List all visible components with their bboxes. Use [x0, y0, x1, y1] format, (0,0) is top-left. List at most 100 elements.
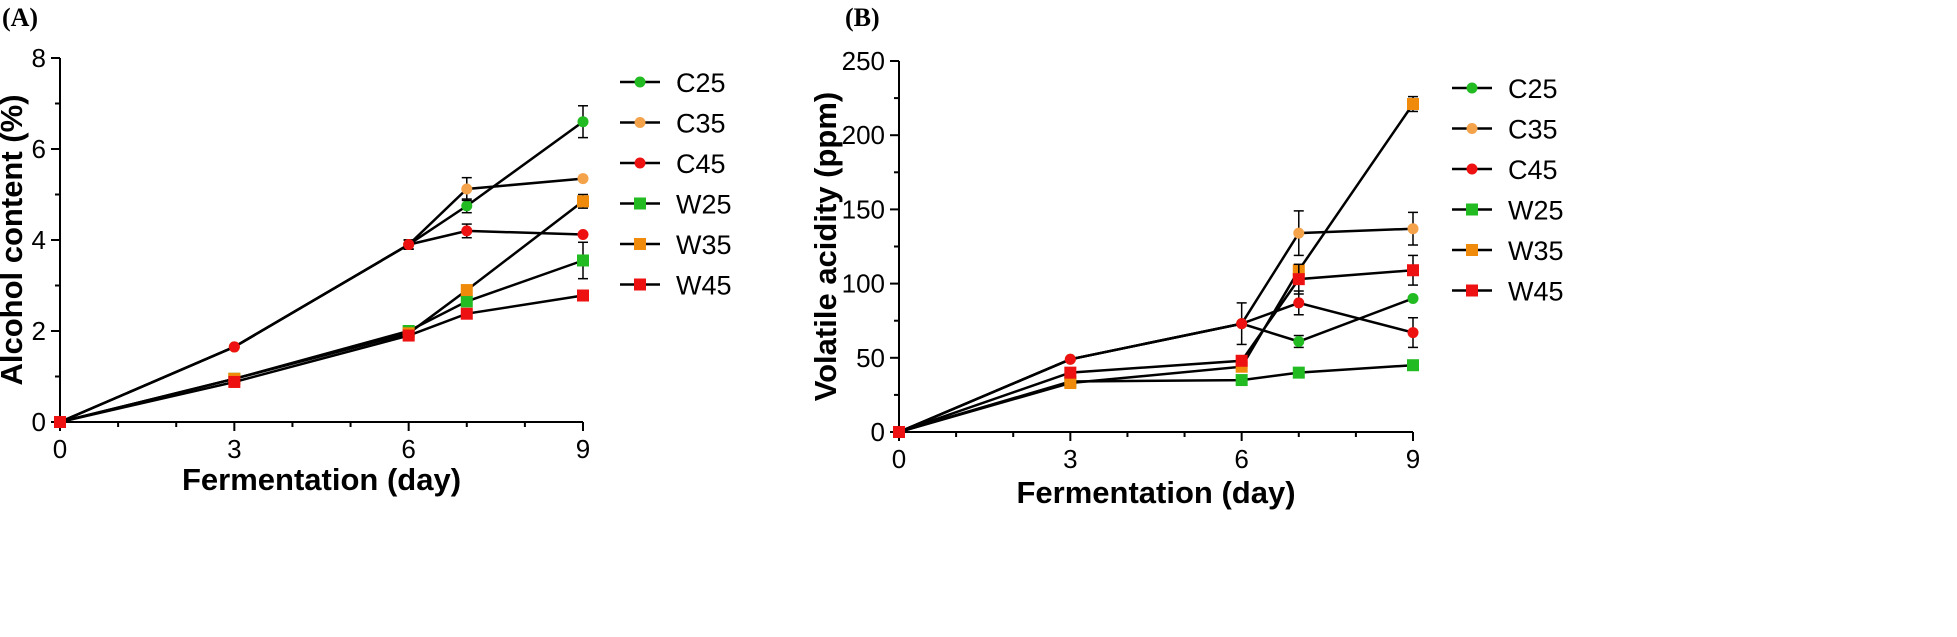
legend-marker-w35 — [1466, 244, 1478, 256]
x-tick-label: 9 — [1406, 444, 1420, 474]
data-point-w45 — [577, 289, 589, 302]
x-tick-label: 3 — [227, 434, 241, 464]
series-w25 — [54, 241, 589, 428]
data-point-c25 — [1293, 335, 1305, 347]
legend-label-c35: C35 — [1508, 115, 1558, 145]
legend-label-c35: C35 — [676, 109, 726, 139]
y-tick-label: 6 — [32, 134, 46, 164]
series-c35 — [893, 210, 1419, 438]
data-point-w35 — [1064, 377, 1077, 390]
data-point-w45 — [402, 329, 415, 342]
y-tick-label: 200 — [842, 120, 885, 150]
data-point-w45 — [460, 307, 473, 320]
y-tick-label: 250 — [842, 46, 885, 76]
legend-marker-w35 — [634, 238, 646, 250]
data-point-c35 — [1293, 227, 1305, 239]
data-point-c35 — [577, 173, 589, 185]
series-line-c25 — [59, 120, 584, 424]
legend-label-c25: C25 — [676, 68, 726, 98]
y-axis-title: Alcohol content (%) — [0, 94, 29, 385]
data-point-w45 — [1064, 366, 1077, 379]
y-tick-label: 150 — [842, 194, 885, 224]
data-point-w45 — [1235, 354, 1248, 367]
series-c45 — [893, 290, 1419, 438]
x-tick-label: 6 — [401, 434, 415, 464]
x-tick-label: 9 — [576, 434, 590, 464]
y-tick-label: 8 — [32, 43, 46, 73]
series-line-c25 — [898, 297, 1414, 434]
data-point-c25 — [577, 116, 589, 128]
data-point-c35 — [1407, 223, 1419, 235]
series-w35 — [893, 95, 1419, 438]
data-point-w25 — [1407, 359, 1419, 372]
legend-label-w25: W25 — [676, 190, 732, 220]
data-point-c45 — [1064, 353, 1076, 365]
x-tick-label: 6 — [1234, 444, 1248, 474]
series-w45 — [893, 254, 1419, 438]
x-tick-label: 0 — [892, 444, 906, 474]
data-point-c45 — [1407, 327, 1419, 339]
legend-marker-c25 — [634, 76, 646, 88]
y-axis-title: Volatile acidity (ppm) — [808, 92, 843, 401]
legend-label-c25: C25 — [1508, 74, 1558, 104]
data-point-w25 — [1235, 374, 1248, 387]
x-tick-label: 0 — [53, 434, 67, 464]
data-point-c45 — [403, 239, 415, 251]
y-tick-label: 0 — [32, 407, 46, 437]
x-tick-label: 3 — [1063, 444, 1077, 474]
legend-label-c45: C45 — [676, 149, 726, 179]
series-line-c35 — [898, 227, 1414, 434]
data-point-w25 — [1292, 366, 1305, 379]
legend-marker-w45 — [1466, 284, 1478, 297]
data-point-w35 — [460, 284, 473, 297]
x-axis-title: Fermentation (day) — [182, 462, 461, 497]
data-point-c45 — [577, 229, 589, 241]
legend-marker-c25 — [1466, 82, 1478, 94]
series-c25 — [54, 105, 589, 428]
panel-b: (B) 0 50 100 150 200 250 0 3 6 9 Fermentation (day)… — [808, 3, 1564, 510]
legend: C25 C35 C45 W25 W35 W45 — [620, 68, 732, 301]
series-line-w25 — [59, 259, 584, 424]
legend-label-w45: W45 — [676, 271, 732, 301]
y-tick-label: 0 — [871, 417, 885, 447]
legend-marker-w25 — [1466, 203, 1478, 216]
legend-label-w25: W25 — [1508, 196, 1564, 226]
data-point-w35 — [1407, 98, 1419, 111]
series-line-w45 — [898, 268, 1414, 434]
data-point-w25 — [577, 254, 589, 267]
data-point-c45 — [1293, 297, 1305, 309]
data-point-w45 — [893, 426, 905, 438]
y-tick-label: 50 — [856, 343, 885, 373]
legend-marker-c35 — [634, 117, 646, 128]
legend: C25 C35 C45 W25 W35 W45 — [1452, 74, 1564, 307]
legend-label-w45: W45 — [1508, 277, 1564, 307]
series-w35 — [54, 193, 589, 428]
data-point-c25 — [1407, 292, 1419, 304]
data-point-c35 — [461, 183, 473, 195]
series-line-w45 — [59, 294, 584, 424]
data-point-w45 — [1292, 273, 1305, 286]
data-point-w25 — [460, 295, 473, 308]
y-tick-label: 2 — [32, 316, 46, 346]
y-tick-label: 4 — [32, 225, 46, 255]
legend-marker-w25 — [634, 197, 646, 210]
x-axis-title: Fermentation (day) — [1016, 475, 1295, 510]
data-point-w45 — [54, 416, 66, 428]
legend-label-w35: W35 — [676, 230, 732, 260]
legend-marker-c35 — [1466, 123, 1478, 134]
legend-label-c45: C45 — [1508, 155, 1558, 185]
data-point-c45 — [461, 225, 473, 237]
panel-label: (A) — [2, 3, 38, 32]
legend-marker-c45 — [634, 157, 646, 169]
data-point-w45 — [1407, 264, 1419, 277]
series-line-c45 — [59, 229, 584, 424]
panel-label: (B) — [845, 3, 880, 32]
legend-marker-w45 — [634, 278, 646, 291]
data-point-c45 — [1236, 318, 1248, 330]
series-w45 — [54, 289, 589, 428]
data-point-w35 — [577, 195, 589, 208]
y-tick-label: 100 — [842, 269, 885, 299]
series-c45 — [54, 223, 589, 428]
panel-a: (A) 0 2 4 6 8 0 3 6 9 Fermentation (day) Alcohol co… — [0, 3, 732, 497]
